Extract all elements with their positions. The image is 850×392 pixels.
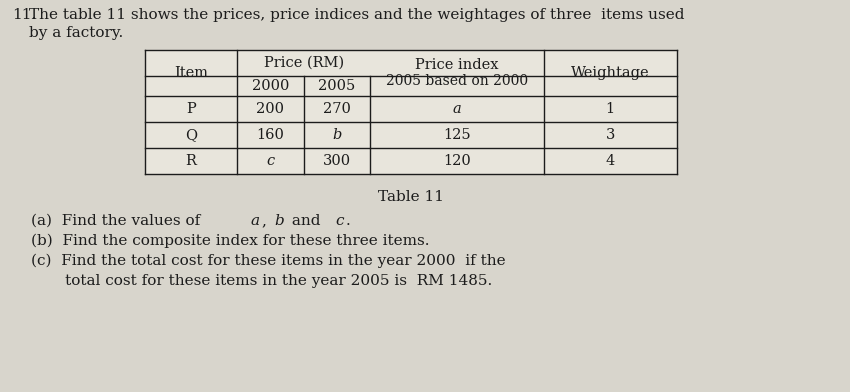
Bar [144,50,677,174]
Text: (a)  Find the values of: (a) Find the values of [31,214,206,228]
Text: (b)  Find the composite index for these three items.: (b) Find the composite index for these t… [31,234,430,249]
Text: 4: 4 [606,154,615,168]
Text: c: c [335,214,343,228]
Text: 2000: 2000 [252,79,289,93]
Text: b: b [275,214,284,228]
Text: The table 11 shows the prices, price indices and the weightages of three  items : The table 11 shows the prices, price ind… [29,8,685,22]
Text: R: R [185,154,196,168]
Text: 125: 125 [443,128,471,142]
Text: by a factory.: by a factory. [29,26,123,40]
Text: 1: 1 [606,102,615,116]
Text: a: a [452,102,462,116]
Text: 270: 270 [323,102,351,116]
Text: and: and [286,214,325,228]
Text: Item: Item [174,66,208,80]
Text: c: c [266,154,275,168]
Text: 120: 120 [443,154,471,168]
Text: b: b [332,128,342,142]
Text: a: a [251,214,260,228]
Text: Price (RM): Price (RM) [264,56,343,70]
Text: 200: 200 [257,102,285,116]
Text: total cost for these items in the year 2005 is  RM 1485.: total cost for these items in the year 2… [31,274,492,288]
Text: ,: , [262,214,272,228]
Text: 2005: 2005 [318,79,355,93]
Text: Table 11: Table 11 [377,190,444,204]
Text: Q: Q [184,128,197,142]
Text: .: . [346,214,350,228]
Text: 160: 160 [257,128,285,142]
Text: 2005 based on 2000: 2005 based on 2000 [386,74,528,88]
Text: 3: 3 [605,128,615,142]
Text: Price index: Price index [416,58,499,72]
Text: (c)  Find the total cost for these items in the year 2000  if the: (c) Find the total cost for these items … [31,254,506,269]
Text: 11.: 11. [12,8,36,22]
Text: Weightage: Weightage [571,66,649,80]
Text: 300: 300 [323,154,351,168]
Text: P: P [186,102,196,116]
